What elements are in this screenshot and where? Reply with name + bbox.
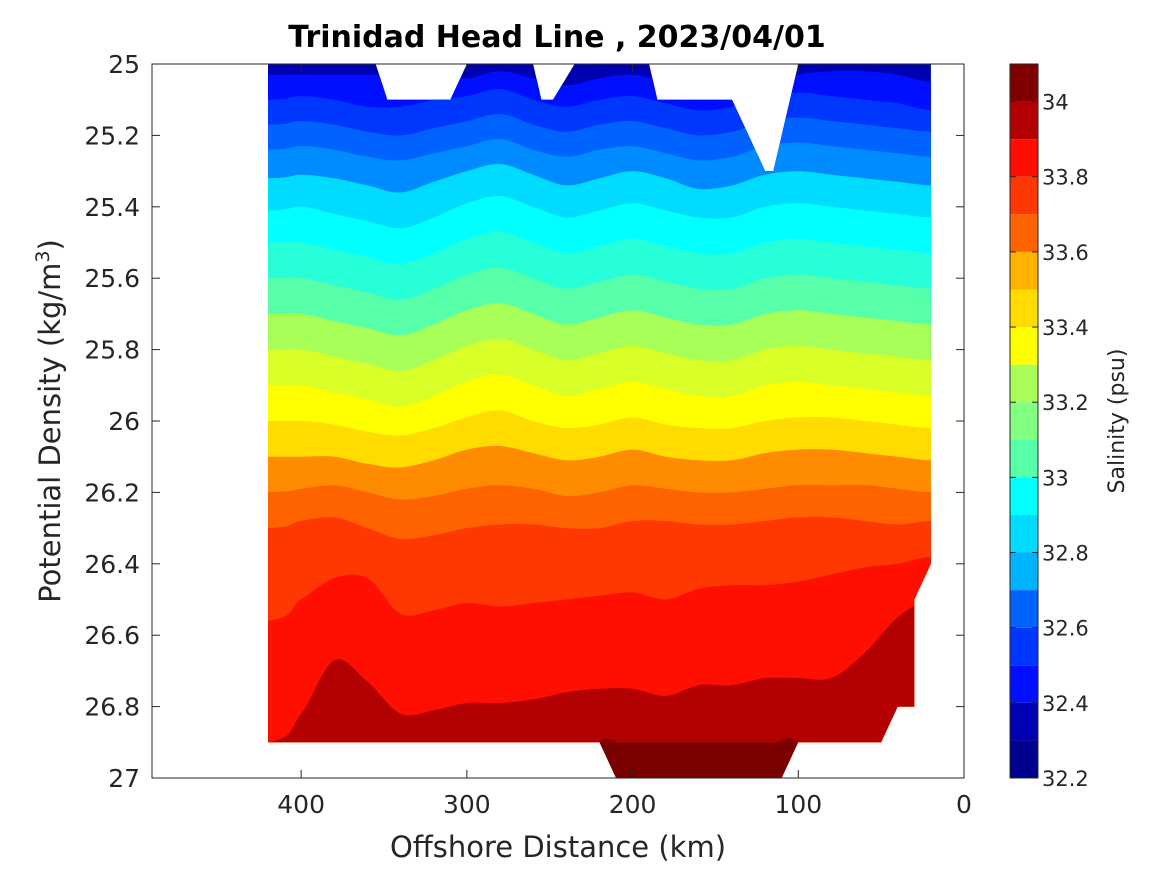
y-axis-label-main: Potential Density (kg/m bbox=[33, 263, 67, 603]
contour-band bbox=[268, 598, 931, 743]
colorbar-tick-label: 33.4 bbox=[1042, 316, 1089, 340]
colorbar-swatch bbox=[1010, 364, 1038, 403]
y-tick-label: 26.4 bbox=[84, 550, 140, 579]
colorbar-tick-label: 33.8 bbox=[1042, 166, 1089, 190]
y-tick-label: 26 bbox=[108, 407, 140, 436]
colorbar-swatch bbox=[1010, 402, 1038, 440]
colorbar-swatch bbox=[1010, 477, 1038, 515]
colorbar-swatch bbox=[1010, 740, 1038, 778]
colorbar-swatch bbox=[1010, 590, 1038, 628]
y-tick-label: 25.4 bbox=[84, 193, 140, 222]
y-axis-label: Potential Density (kg/m3) bbox=[32, 239, 67, 603]
colorbar-swatch bbox=[1010, 289, 1038, 328]
contour-band-deepest bbox=[599, 742, 807, 778]
y-axis-label-superscript: 3 bbox=[32, 250, 54, 262]
y-axis-label-end: ) bbox=[33, 239, 67, 250]
y-tick-label: 25.8 bbox=[84, 336, 140, 365]
y-tick-label: 27 bbox=[108, 764, 140, 793]
colorbar-tick-label: 32.8 bbox=[1042, 542, 1089, 566]
x-axis-label: Offshore Distance (km) bbox=[390, 830, 726, 864]
colorbar-swatch bbox=[1010, 552, 1038, 591]
y-tick-label: 25.6 bbox=[84, 264, 140, 293]
chart-title: Trinidad Head Line , 2023/04/01 bbox=[288, 20, 825, 55]
colorbar-label: Salinity (psu) bbox=[1105, 349, 1130, 494]
colorbar-tick-label: 32.6 bbox=[1042, 617, 1089, 641]
x-tick-label: 300 bbox=[443, 790, 491, 819]
x-tick-label: 0 bbox=[956, 790, 972, 819]
colorbar-swatch bbox=[1010, 64, 1038, 102]
colorbar-swatch bbox=[1010, 139, 1038, 177]
axis-tick-marks bbox=[152, 63, 965, 779]
x-tick-label: 200 bbox=[609, 790, 657, 819]
colorbar-tick-label: 33.2 bbox=[1042, 391, 1089, 415]
colorbar-swatch bbox=[1010, 327, 1038, 365]
colorbar-swatch bbox=[1010, 514, 1038, 553]
contour-fill-layer bbox=[268, 64, 931, 778]
y-tick-label: 25 bbox=[108, 50, 140, 79]
colorbar-swatch bbox=[1010, 627, 1038, 666]
y-tick-label: 26.2 bbox=[84, 478, 140, 507]
y-axis-tick-labels: 25 25.2 25.4 25.6 25.8 26 26.2 26.4 26.6 26.8 27 bbox=[84, 50, 140, 793]
y-tick-label: 25.2 bbox=[84, 121, 140, 150]
colorbar bbox=[1009, 63, 1039, 779]
colorbar-swatch bbox=[1010, 439, 1038, 478]
colorbar-tick-label: 34 bbox=[1042, 91, 1069, 115]
colorbar-tick-label: 33 bbox=[1042, 466, 1069, 490]
colorbar-tick-label: 33.6 bbox=[1042, 241, 1089, 265]
colorbar-tick-labels: 32.2 32.4 32.6 32.8 33 33.2 33.4 33.6 33.8 34 bbox=[1042, 91, 1089, 791]
x-tick-label: 100 bbox=[774, 790, 822, 819]
x-tick-label: 400 bbox=[277, 790, 325, 819]
colorbar-swatch bbox=[1010, 214, 1038, 252]
x-axis-tick-labels: 400 300 200 100 0 bbox=[277, 790, 972, 819]
colorbar-swatch bbox=[1010, 176, 1038, 215]
colorbar-frame bbox=[1009, 63, 1039, 779]
colorbar-tick-label: 32.2 bbox=[1042, 767, 1089, 791]
colorbar-tick-label: 32.4 bbox=[1042, 692, 1089, 716]
colorbar-swatch bbox=[1010, 251, 1038, 290]
colorbar-swatch bbox=[1010, 101, 1038, 140]
y-tick-label: 26.6 bbox=[84, 621, 140, 650]
y-tick-label: 26.8 bbox=[84, 693, 140, 722]
colorbar-swatch bbox=[1010, 702, 1038, 741]
colorbar-swatch bbox=[1010, 665, 1038, 703]
